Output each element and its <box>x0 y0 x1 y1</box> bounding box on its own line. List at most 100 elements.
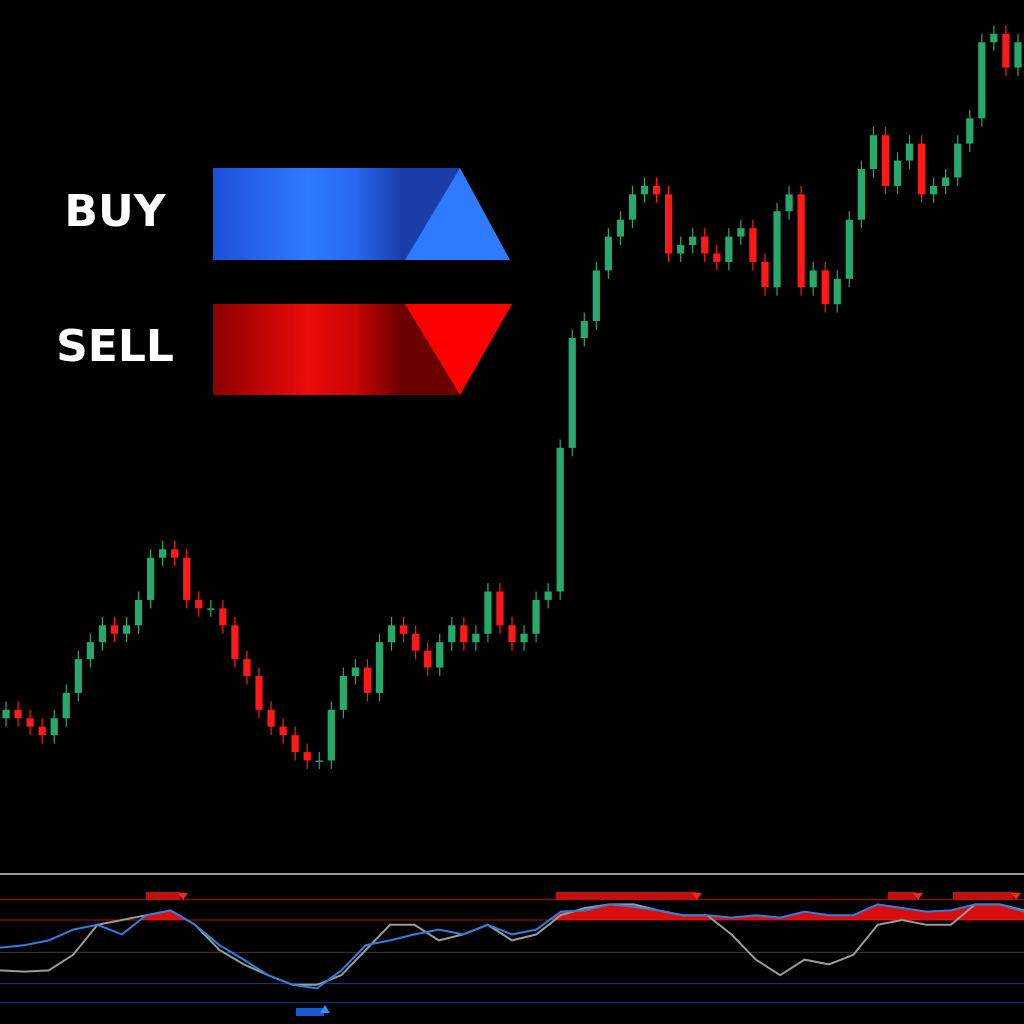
sell-arrow <box>405 304 512 395</box>
oscillator-line <box>0 903 1024 990</box>
candle-body <box>484 591 492 634</box>
candle-body <box>701 236 709 254</box>
candle-body <box>809 270 817 288</box>
candle-body <box>171 549 179 558</box>
candle-body <box>689 236 697 246</box>
candle-body <box>954 143 962 178</box>
candle-body <box>785 194 793 212</box>
candle-body <box>978 42 986 119</box>
sell-bar <box>213 304 403 395</box>
candle-body <box>905 143 914 161</box>
buy-bar <box>213 168 403 260</box>
candle-body <box>496 591 504 626</box>
candle-body <box>399 625 408 634</box>
sell-signal <box>888 892 916 900</box>
candle-body <box>146 557 155 600</box>
candle-body <box>86 642 94 660</box>
candle-body <box>412 633 420 651</box>
candle-body <box>375 642 384 693</box>
candle-body <box>990 33 998 43</box>
candle-body <box>930 185 938 195</box>
candle-body <box>267 709 275 727</box>
signal-markers <box>146 892 1021 1016</box>
candle-body <box>38 726 46 736</box>
buy-arrow <box>405 168 510 260</box>
oscillator-panel <box>0 899 1024 1004</box>
candle-body <box>556 447 564 592</box>
candle-body <box>207 608 215 610</box>
candle-body <box>231 625 239 660</box>
candle-body <box>291 735 299 753</box>
candle-body <box>869 135 878 169</box>
candle-body <box>74 659 82 693</box>
candle-body <box>713 253 721 262</box>
candle-body <box>219 608 227 626</box>
candle-body <box>592 270 600 322</box>
candle-body <box>881 135 890 186</box>
legend-box: BUY SELL <box>56 168 512 395</box>
candle-body <box>195 599 203 609</box>
candle-body <box>857 169 865 220</box>
candle-body <box>62 692 70 719</box>
candle-body <box>472 633 480 643</box>
candle-body <box>339 676 347 710</box>
candle-body <box>2 709 10 719</box>
candle-body <box>749 228 757 262</box>
candle-body <box>616 219 625 237</box>
sell-signal-arrow <box>178 893 188 900</box>
candle-body <box>351 667 360 676</box>
candle-body <box>448 625 456 643</box>
candle-body <box>50 718 58 736</box>
candle-body <box>255 676 263 710</box>
candle-body <box>14 709 22 719</box>
sell-label: SELL <box>56 321 174 372</box>
sell-signal-arrow <box>692 893 702 900</box>
candle-body <box>833 278 841 305</box>
candle-body <box>942 177 950 186</box>
candle-body <box>98 625 107 643</box>
candle-body <box>893 160 902 186</box>
candle-body <box>761 261 769 288</box>
candle-body <box>183 557 191 600</box>
overbought-fill <box>0 904 1024 920</box>
candle-body <box>1014 42 1022 68</box>
sell-signal-arrow <box>913 893 923 900</box>
buy-label: BUY <box>64 186 166 237</box>
candle-body <box>797 194 805 288</box>
candle-body <box>917 143 926 195</box>
price-panel <box>2 25 1022 769</box>
candle-body <box>315 760 323 762</box>
candle-body <box>243 659 251 676</box>
candle-body <box>640 185 649 195</box>
candle-body <box>737 228 745 237</box>
buy-signal <box>296 1008 324 1016</box>
candle-body <box>725 236 733 262</box>
candle-body <box>460 625 468 643</box>
candle-body <box>604 236 612 271</box>
candle-body <box>424 650 432 668</box>
candle-body <box>436 642 444 668</box>
candle-body <box>363 667 372 693</box>
candle-body <box>303 752 311 761</box>
candle-body <box>508 625 516 643</box>
candle-body <box>580 321 588 338</box>
buy-signal-arrow <box>320 1005 330 1013</box>
candle-body <box>110 625 119 634</box>
candle-body <box>966 118 974 144</box>
candle-body <box>327 709 335 761</box>
candle-body <box>387 625 396 643</box>
candle-body <box>773 211 781 288</box>
candle-body <box>664 194 673 254</box>
candle-body <box>677 245 685 254</box>
sell-signal <box>556 892 696 900</box>
candle-body <box>26 718 34 727</box>
candle-body <box>122 625 131 634</box>
candle-body <box>134 599 143 626</box>
candle-body <box>520 633 528 643</box>
candle-body <box>568 338 576 448</box>
sell-signal <box>953 892 1013 900</box>
candle-body <box>628 194 637 220</box>
